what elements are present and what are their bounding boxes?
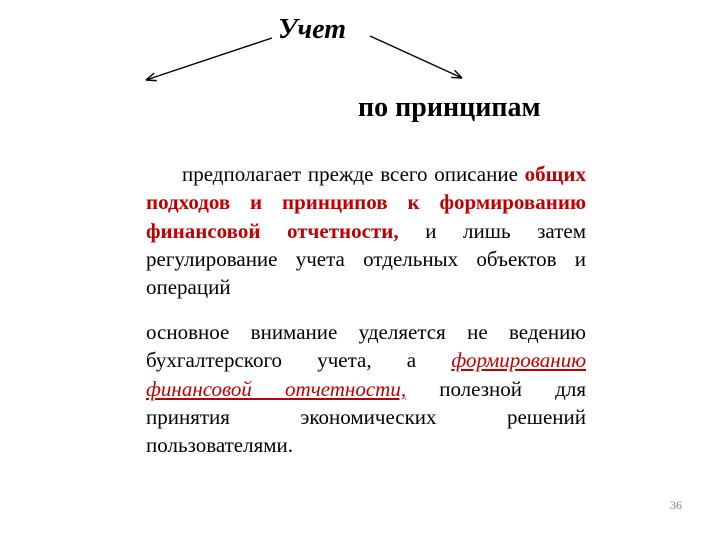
subtitle-po-principam: по принципам <box>358 92 541 124</box>
para1-run-0: предполагает прежде всего описание <box>182 162 525 186</box>
page-number: 36 <box>670 498 682 513</box>
slide: Учет по принципам предполагает прежде вс… <box>0 0 720 540</box>
paragraph-1: предполагает прежде всего описание общих… <box>146 160 586 302</box>
arrow-right-icon <box>370 36 462 78</box>
paragraph-2: основное внимание уделяется не ведению б… <box>146 318 586 460</box>
arrow-left-icon <box>146 38 272 81</box>
